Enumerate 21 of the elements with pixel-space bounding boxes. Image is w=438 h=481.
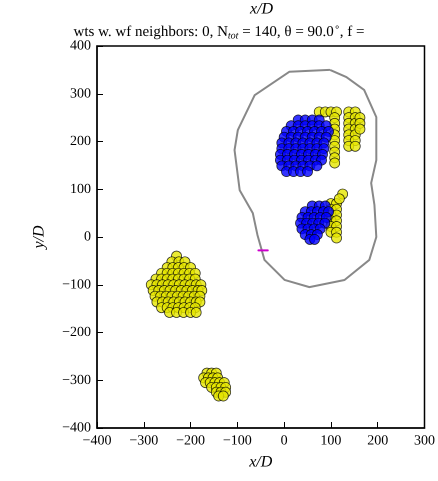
y-tick-label: −300 <box>62 372 91 388</box>
x-tick-label: 0 <box>280 434 288 448</box>
y-tick-label: 0 <box>84 230 91 244</box>
y-tick-label: 200 <box>70 134 91 149</box>
y-tick-label: 300 <box>70 86 91 102</box>
line-series <box>234 68 378 288</box>
x-axis-title: x/D <box>248 454 273 470</box>
x-tick-label: −100 <box>222 434 252 448</box>
y-tick-label: 100 <box>70 182 91 197</box>
x-tick-label: 100 <box>320 434 342 448</box>
y-tick-label: −200 <box>62 325 91 340</box>
y-tick-label: −400 <box>62 420 91 436</box>
x-tick-label: −300 <box>129 434 158 448</box>
x-tick-label: −400 <box>82 434 112 448</box>
y-axis-title: y/D <box>30 225 48 251</box>
y-tick-label: −100 <box>62 277 91 292</box>
y-tick-label: 400 <box>70 38 91 54</box>
text: x/D <box>249 0 274 18</box>
x-tick-label: 200 <box>367 434 388 448</box>
x-tick-label: 300 <box>414 434 435 448</box>
x-tick-label: −200 <box>176 434 206 448</box>
